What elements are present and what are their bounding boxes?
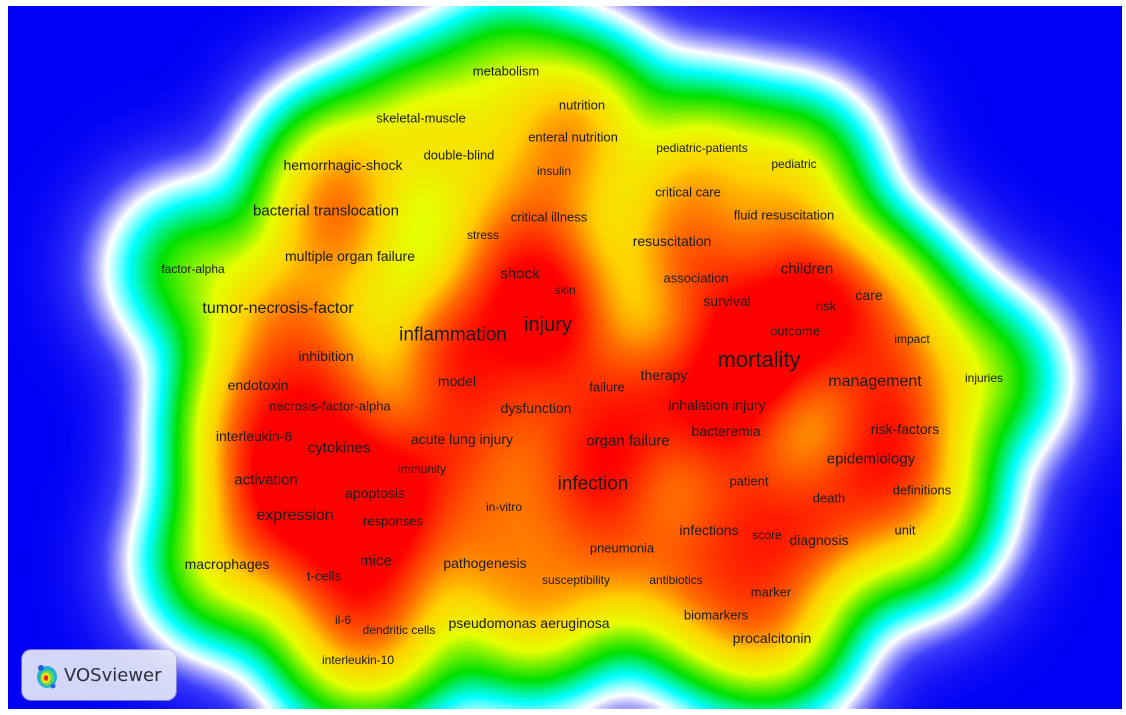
term-activation[interactable]: activation [234, 471, 298, 489]
term-t-cells[interactable]: t-cells [307, 568, 341, 584]
term-nutrition[interactable]: nutrition [558, 97, 606, 113]
term-macrophages[interactable]: macrophages [184, 556, 270, 572]
term-responses[interactable]: responses [363, 513, 423, 529]
vosviewer-logo-icon [37, 665, 57, 689]
term-dendritic-cells[interactable]: dendritic cells [362, 623, 436, 637]
term-patient[interactable]: patient [729, 473, 769, 489]
term-therapy[interactable]: therapy [640, 367, 688, 383]
term-pediatric[interactable]: pediatric [771, 157, 817, 171]
term-expression[interactable]: expression [256, 507, 334, 524]
term-susceptibility[interactable]: susceptibility [541, 573, 611, 587]
term-factor-alpha[interactable]: factor-alpha [161, 262, 225, 276]
term-epidemiology[interactable]: epidemiology [826, 450, 916, 468]
term-organ-failure[interactable]: organ failure [586, 432, 670, 450]
term-death[interactable]: death [812, 490, 846, 506]
term-bacteremia[interactable]: bacteremia [691, 423, 761, 439]
term-il-6[interactable]: il-6 [334, 613, 352, 627]
logo-text: VOSviewer [64, 664, 162, 686]
term-tumor-necrosis-factor[interactable]: tumor-necrosis-factor [202, 300, 354, 317]
term-fluid-resuscitation[interactable]: fluid resuscitation [733, 207, 835, 223]
term-unit[interactable]: unit [894, 522, 916, 538]
term-multiple-organ-failure[interactable]: multiple organ failure [285, 248, 415, 264]
term-apoptosis[interactable]: apoptosis [345, 485, 405, 501]
term-immunity[interactable]: immunity [397, 462, 447, 476]
term-dysfunction[interactable]: dysfunction [500, 400, 572, 416]
term-bacterial-translocation[interactable]: bacterial translocation [253, 202, 399, 220]
term-enteral-nutrition[interactable]: enteral nutrition [528, 129, 618, 145]
term-injuries[interactable]: injuries [964, 371, 1004, 385]
term-metabolism[interactable]: metabolism [472, 63, 540, 79]
term-inhibition[interactable]: inhibition [298, 348, 354, 364]
term-diagnosis[interactable]: diagnosis [789, 532, 849, 548]
term-skeletal-muscle[interactable]: skeletal-muscle [376, 110, 466, 126]
term-pediatric-patients[interactable]: pediatric-patients [656, 141, 748, 155]
term-critical-care[interactable]: critical care [655, 184, 721, 200]
density-map[interactable]: metabolism nutrition skeletal-muscle entera… [8, 6, 1122, 709]
term-survival[interactable]: survival [703, 293, 751, 309]
term-injury[interactable]: injury [524, 314, 572, 336]
term-interleukin-10[interactable]: interleukin-10 [321, 653, 395, 667]
term-antibiotics[interactable]: antibiotics [649, 573, 703, 587]
term-infections[interactable]: infections [679, 522, 739, 538]
term-interleukin-6[interactable]: interleukin-6 [215, 428, 293, 444]
term-cytokines[interactable]: cytokines [307, 439, 371, 457]
term-skin[interactable]: skin [554, 283, 576, 297]
term-necrosis-factor-alpha[interactable]: necrosis-factor-alpha [269, 398, 391, 414]
term-acute-lung-injury[interactable]: acute lung injury [411, 431, 513, 447]
term-association[interactable]: association [663, 270, 729, 286]
term-outcome[interactable]: outcome [770, 323, 820, 339]
term-marker[interactable]: marker [750, 584, 792, 600]
term-insulin[interactable]: insulin [536, 164, 572, 178]
term-labels-layer: metabolism nutrition skeletal-muscle entera… [8, 6, 1122, 709]
term-infection[interactable]: infection [557, 473, 629, 495]
term-risk[interactable]: risk [815, 298, 837, 314]
term-pneumonia[interactable]: pneumonia [589, 540, 655, 556]
term-resuscitation[interactable]: resuscitation [632, 233, 712, 249]
term-pseudomonas-aeruginosa[interactable]: pseudomonas aeruginosa [448, 615, 610, 631]
term-model[interactable]: model [437, 373, 477, 389]
term-procalcitonin[interactable]: procalcitonin [732, 630, 812, 646]
term-biomarkers[interactable]: biomarkers [683, 607, 749, 623]
term-failure[interactable]: failure [589, 379, 625, 395]
term-impact[interactable]: impact [894, 332, 930, 346]
term-mortality[interactable]: mortality [717, 347, 801, 372]
term-double-blind[interactable]: double-blind [423, 147, 495, 163]
term-inflammation[interactable]: inflammation [399, 324, 507, 346]
term-hemorrhagic-shock[interactable]: hemorrhagic-shock [283, 157, 403, 173]
term-stress[interactable]: stress [466, 228, 500, 242]
term-endotoxin[interactable]: endotoxin [227, 377, 289, 393]
term-in-vitro[interactable]: in-vitro [485, 500, 523, 514]
term-mice[interactable]: mice [360, 552, 392, 570]
term-risk-factors[interactable]: risk-factors [870, 421, 940, 437]
vosviewer-logo-badge: VOSviewer [22, 650, 176, 700]
term-care[interactable]: care [855, 287, 883, 303]
term-management[interactable]: management [828, 373, 922, 390]
term-inhalation-injury[interactable]: inhalation injury [668, 397, 766, 413]
term-definitions[interactable]: definitions [892, 482, 952, 498]
term-shock[interactable]: shock [500, 265, 540, 283]
term-pathogenesis[interactable]: pathogenesis [443, 555, 527, 571]
density-heatmap [8, 6, 1122, 709]
term-children[interactable]: children [780, 260, 834, 278]
term-score[interactable]: score [752, 528, 782, 542]
term-critical-illness[interactable]: critical illness [510, 209, 588, 225]
